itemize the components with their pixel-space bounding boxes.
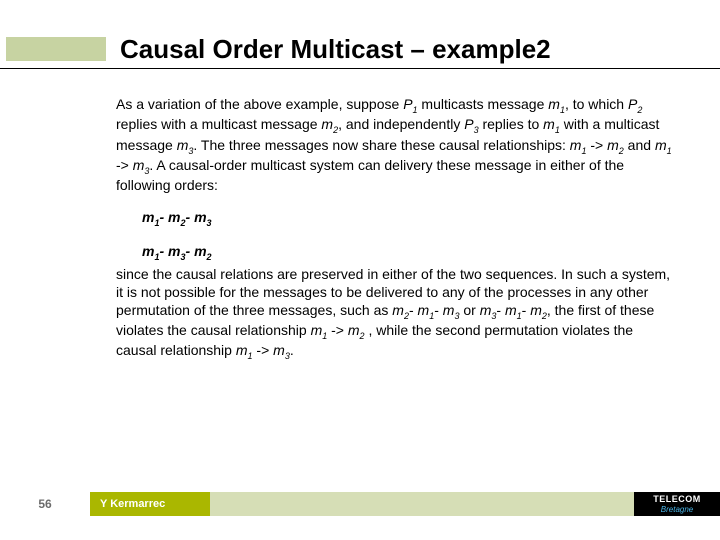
header-decoration — [6, 37, 106, 61]
slide-body: As a variation of the above example, sup… — [116, 96, 676, 377]
logo-text-bottom: Bretagne — [661, 505, 693, 514]
slide-title: Causal Order Multicast – example2 — [120, 34, 551, 65]
footer-logo: TELECOM Bretagne — [634, 492, 720, 516]
page-number: 56 — [0, 492, 90, 516]
paragraph-2: since the causal relations are preserved… — [116, 266, 676, 363]
ordering-2: m1- m3- m2 — [142, 243, 676, 263]
logo-text-top: TELECOM — [653, 494, 701, 504]
paragraph-1: As a variation of the above example, sup… — [116, 96, 676, 195]
footer-author: Y Kermarrec — [90, 492, 210, 516]
header-rule — [0, 68, 720, 69]
slide-footer: 56 Y Kermarrec TELECOM Bretagne — [0, 492, 720, 516]
footer-bar — [210, 492, 634, 516]
ordering-1: m1- m2- m3 — [142, 209, 676, 229]
